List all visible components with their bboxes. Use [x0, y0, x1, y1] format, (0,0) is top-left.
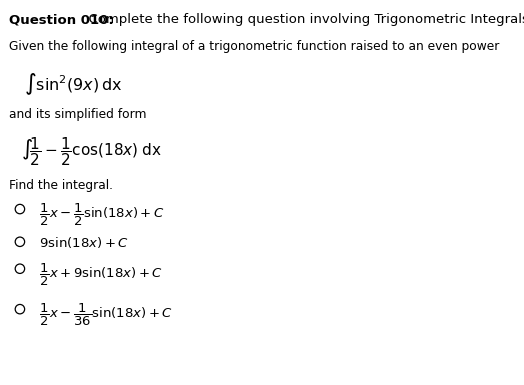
Text: Complete the following question involving Trigonometric Integrals: Complete the following question involvin… [80, 13, 524, 27]
Text: Given the following integral of a trigonometric function raised to an even power: Given the following integral of a trigon… [9, 40, 500, 54]
Text: Question 010:: Question 010: [9, 13, 114, 27]
Text: $9\sin(18x) + C$: $9\sin(18x) + C$ [39, 235, 129, 250]
Text: $\int\!\dfrac{1}{2} - \dfrac{1}{2}\cos(18x)\;\mathrm{dx}$: $\int\!\dfrac{1}{2} - \dfrac{1}{2}\cos(1… [21, 135, 162, 167]
Text: $\dfrac{1}{2}x + 9\sin(18x) + C$: $\dfrac{1}{2}x + 9\sin(18x) + C$ [39, 262, 163, 288]
Text: $\dfrac{1}{2}x - \dfrac{1}{36}\sin(18x) + C$: $\dfrac{1}{2}x - \dfrac{1}{36}\sin(18x) … [39, 302, 173, 328]
Text: and its simplified form: and its simplified form [9, 108, 147, 121]
Text: $\dfrac{1}{2}x - \dfrac{1}{2}\sin(18x) + C$: $\dfrac{1}{2}x - \dfrac{1}{2}\sin(18x) +… [39, 202, 165, 228]
Text: Find the integral.: Find the integral. [9, 179, 113, 192]
Text: $\int \sin^2\!(9x)\,\mathrm{dx}$: $\int \sin^2\!(9x)\,\mathrm{dx}$ [24, 71, 122, 97]
